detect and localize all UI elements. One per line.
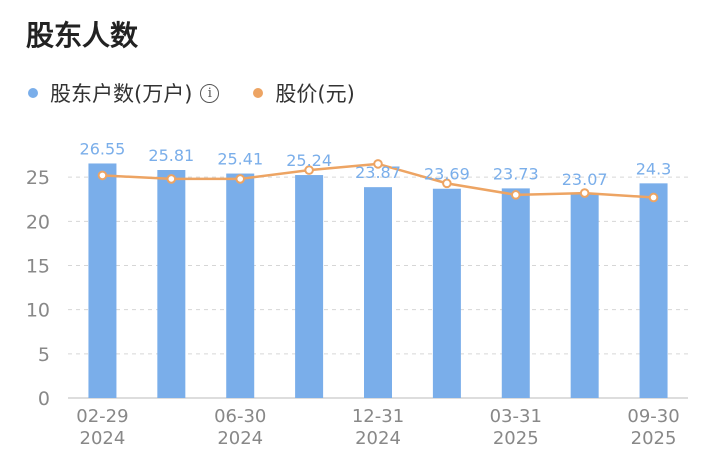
x-tick-label: 2024 xyxy=(217,428,263,449)
bar xyxy=(570,194,599,398)
legend-label-holders: 股东户数(万户) xyxy=(50,82,193,106)
bar-value-label: 23.07 xyxy=(562,170,608,189)
legend-dot-price xyxy=(253,88,264,98)
x-tick-label: 2025 xyxy=(631,428,677,449)
price-point xyxy=(373,159,383,169)
bar-value-label: 25.81 xyxy=(148,146,194,165)
price-point xyxy=(510,190,521,200)
x-tick-label: 06-30 xyxy=(214,406,266,427)
legend-item-holders[interactable]: 股东户数(万户) i xyxy=(28,78,220,108)
price-point xyxy=(648,192,659,203)
y-tick-label: 0 xyxy=(38,388,50,410)
y-tick-label: 25 xyxy=(26,167,50,189)
x-tick-label: 12-31 xyxy=(352,406,404,427)
legend-label-price: 股价(元) xyxy=(275,82,355,106)
bar-value-label: 23.87 xyxy=(355,163,401,182)
price-point xyxy=(166,174,177,184)
bar xyxy=(432,188,461,398)
x-tick-label: 2025 xyxy=(493,428,539,449)
legend-item-price[interactable]: 股价(元) xyxy=(253,78,355,108)
bar-value-label: 23.73 xyxy=(493,164,539,183)
x-tick-label: 03-31 xyxy=(490,406,542,427)
price-point xyxy=(442,178,452,189)
y-tick-label: 5 xyxy=(38,344,50,366)
bar-value-label: 25.41 xyxy=(217,150,263,169)
bar xyxy=(364,187,392,398)
x-tick-label: 2024 xyxy=(355,428,401,449)
bar-value-label: 23.69 xyxy=(424,165,470,184)
chart-title: 股东人数 xyxy=(26,19,139,52)
price-point xyxy=(304,165,314,175)
legend: 股东户数(万户) i 股价(元) xyxy=(28,78,389,108)
x-tick-label: 09-30 xyxy=(627,406,679,427)
bar xyxy=(226,173,255,398)
bar xyxy=(295,175,324,398)
bar xyxy=(88,163,117,398)
bar xyxy=(501,188,530,398)
price-point xyxy=(579,188,590,198)
bar xyxy=(639,183,668,398)
price-point xyxy=(235,174,246,184)
legend-dot-holders xyxy=(28,88,38,98)
y-tick-label: 10 xyxy=(26,300,50,322)
y-tick-label: 20 xyxy=(26,211,50,233)
y-tick-label: 15 xyxy=(26,256,50,278)
bar-value-label: 26.55 xyxy=(80,139,126,158)
x-tick-label: 02-29 xyxy=(76,406,128,427)
bar xyxy=(157,170,186,398)
price-point xyxy=(97,170,108,181)
bar-value-label: 25.24 xyxy=(286,151,332,170)
info-icon[interactable]: i xyxy=(200,83,220,103)
bar-value-label: 24.3 xyxy=(636,159,672,178)
x-tick-label: 2024 xyxy=(80,428,126,449)
